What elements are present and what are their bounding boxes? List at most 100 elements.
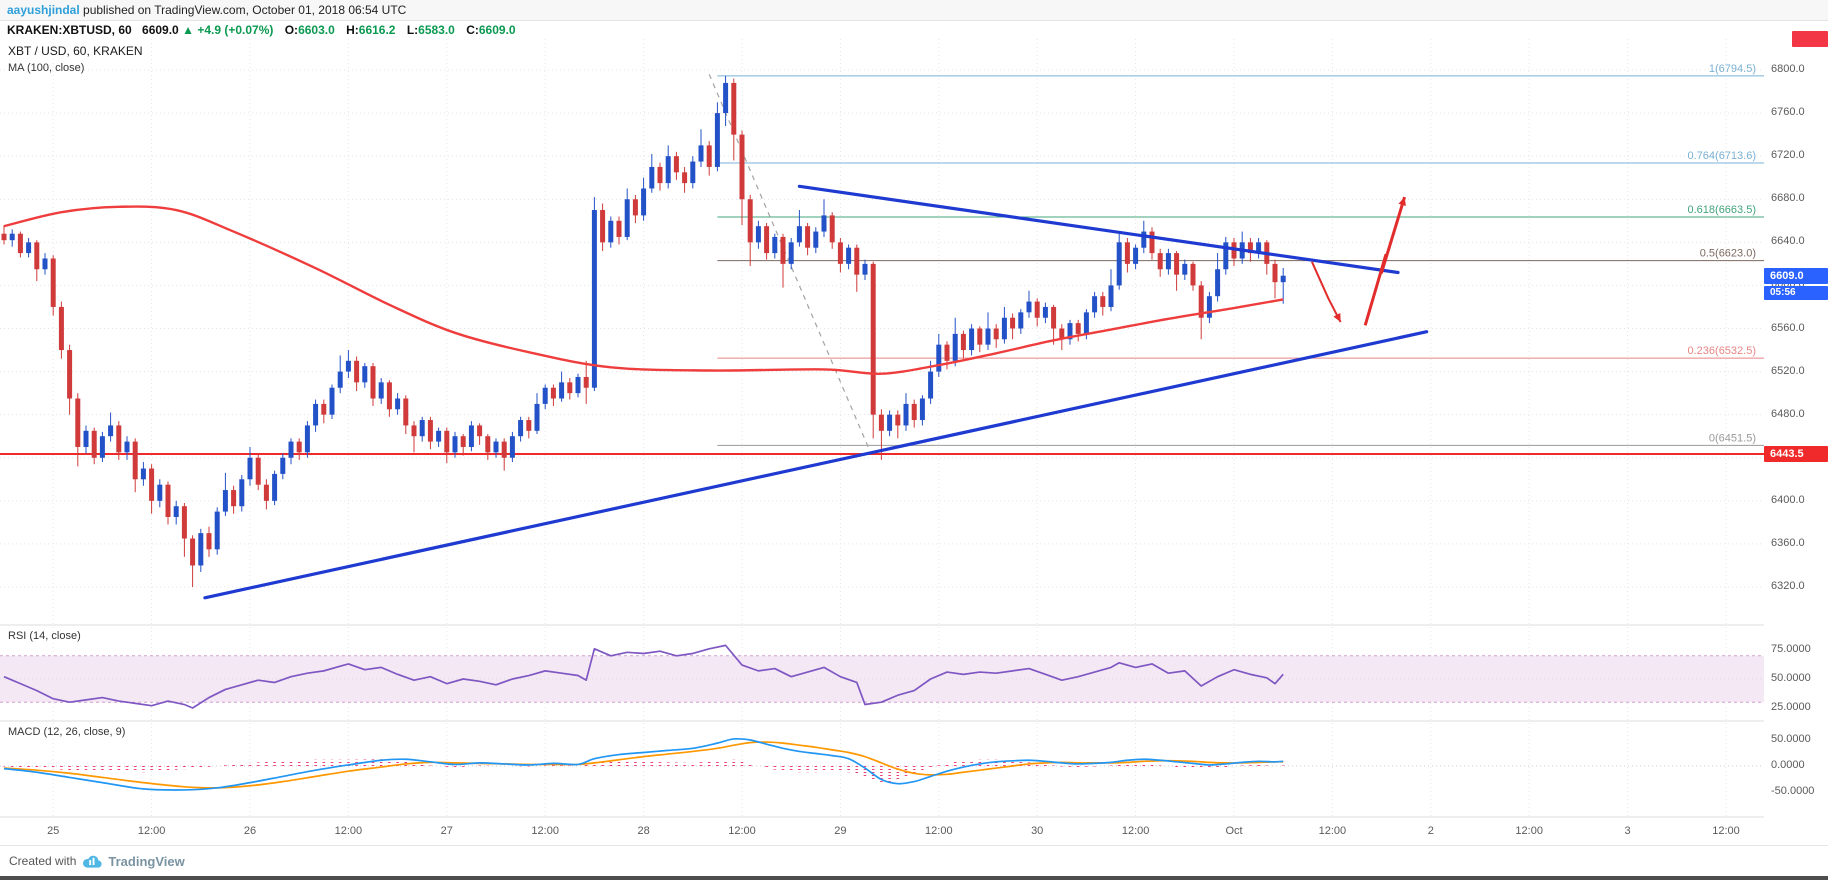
- candle-body: [600, 210, 606, 243]
- candle-body: [222, 490, 228, 512]
- fib-label: 0.618(6663.5): [1688, 204, 1757, 216]
- candle-body: [928, 371, 934, 399]
- candle-body: [821, 215, 827, 232]
- candle-body: [501, 441, 507, 458]
- candle-body: [1075, 323, 1081, 334]
- rsi-legend[interactable]: RSI (14, close): [8, 630, 81, 642]
- price-axis[interactable]: 6800.0 6760.0 6720.0 6680.0 6640.0 6600.0 6560…: [1764, 31, 1828, 845]
- candle-body: [665, 156, 671, 184]
- trendline[interactable]: [203, 330, 1429, 600]
- macd-signal-line[interactable]: [3, 741, 1284, 789]
- publish-bar: aayushjindal published on TradingView.co…: [0, 0, 1828, 21]
- candle-body: [550, 387, 556, 399]
- macd-line[interactable]: [3, 737, 1284, 791]
- candle-body: [583, 376, 589, 388]
- candle-body: [329, 387, 335, 415]
- chart-area[interactable]: 1(6794.5) 0.764(6713.6) 0.618(6663.5) 0.5(6…: [0, 31, 1828, 845]
- macd-tick: 50.0000: [1771, 733, 1811, 745]
- time-tick: Oct: [1225, 825, 1243, 837]
- symbol-bar: KRAKEN:XBTUSD, 60 6609.0 ▲ +4.9 (+0.07%)…: [0, 21, 1828, 39]
- candle-body: [1190, 263, 1196, 286]
- candle-body: [403, 398, 409, 426]
- price-change: +4.9 (+0.07%): [197, 23, 274, 37]
- candle-body: [419, 420, 425, 437]
- candle-body: [1256, 242, 1262, 254]
- author-link[interactable]: aayushjindal: [7, 3, 80, 17]
- candle-body: [190, 538, 196, 566]
- candle-body: [641, 188, 647, 216]
- drawn-arrow[interactable]: [1363, 196, 1406, 326]
- candle-body: [706, 145, 712, 167]
- candle-body: [632, 199, 638, 216]
- clipped-price-badge: [1792, 31, 1828, 47]
- candle-body: [485, 436, 491, 453]
- candle-body: [362, 366, 368, 383]
- candle-body: [567, 382, 573, 394]
- candle-body: [919, 398, 925, 421]
- symbol-name: KRAKEN:XBTUSD, 60: [7, 23, 132, 37]
- candle-body: [436, 430, 442, 442]
- candle-body: [1108, 285, 1114, 307]
- time-tick: 12:00: [1515, 825, 1543, 837]
- time-tick: 2: [1427, 825, 1434, 837]
- candle-body: [969, 328, 975, 351]
- candle-body: [460, 436, 466, 447]
- price-tick: 6640.0: [1771, 235, 1805, 248]
- candle-body: [714, 113, 720, 167]
- chart-canvas[interactable]: 1(6794.5) 0.764(6713.6) 0.618(6663.5) 0.5(6…: [0, 39, 1828, 845]
- candle-body: [780, 236, 786, 264]
- candle-body: [173, 506, 179, 517]
- macd-tick: 0.0000: [1771, 759, 1805, 771]
- candle-body: [50, 258, 56, 307]
- candle-body: [124, 441, 130, 453]
- macd-legend[interactable]: MACD (12, 26, close, 9): [8, 726, 126, 738]
- rsi-tick: 25.0000: [1771, 701, 1811, 713]
- candle-body: [132, 441, 138, 480]
- candle-body: [796, 226, 802, 243]
- candle-body: [140, 468, 146, 480]
- candle-body: [731, 82, 737, 135]
- tradingview-brand[interactable]: TradingView: [108, 853, 185, 869]
- ma100-line[interactable]: [3, 205, 1284, 375]
- publish-info: published on TradingView.com, October 01…: [79, 3, 407, 17]
- time-tick: 12:00: [137, 825, 166, 837]
- drawn-arrow[interactable]: [1310, 261, 1342, 323]
- candle-body: [936, 344, 942, 372]
- candle-body: [26, 242, 32, 254]
- candle-body: [682, 172, 688, 184]
- time-tick: 12:00: [334, 825, 363, 837]
- candle-body: [624, 199, 630, 237]
- rsi-line[interactable]: [3, 644, 1284, 709]
- open-value: 6603.0: [298, 23, 335, 37]
- candle-body: [952, 333, 958, 361]
- chart-legend-title[interactable]: XBT / USD, 60, KRAKEN: [8, 44, 143, 58]
- rsi-tick: 50.0000: [1771, 672, 1811, 684]
- candle-body: [206, 533, 212, 550]
- time-axis[interactable]: 25 12:00 26 12:00 27 12:00 28 12:00 29 12:00 30 12:…: [0, 817, 1764, 845]
- close-value: 6609.0: [478, 23, 516, 37]
- last-price-badge: 6609.0: [1764, 267, 1828, 284]
- price-tick: 6520.0: [1771, 364, 1805, 377]
- candle-body: [1165, 253, 1171, 270]
- tradingview-logo-icon: [82, 854, 102, 869]
- candle-body: [386, 382, 392, 410]
- price-tick: 6760.0: [1771, 106, 1805, 119]
- candle-body: [181, 506, 187, 539]
- candle-body: [977, 328, 983, 345]
- candle-body: [1157, 253, 1163, 270]
- candle-body: [1182, 263, 1188, 275]
- ma-legend[interactable]: MA (100, close): [8, 62, 85, 74]
- candle-body: [755, 226, 761, 243]
- price-tick: 6400.0: [1771, 493, 1805, 506]
- candle-body: [518, 420, 524, 437]
- candle-body: [591, 210, 597, 388]
- trendline[interactable]: [797, 184, 1400, 275]
- price-tick: 6800.0: [1771, 63, 1805, 75]
- candle-body: [321, 403, 327, 415]
- price-tick: 6720.0: [1771, 149, 1805, 162]
- candle-body: [657, 166, 663, 184]
- time-tick: 12:00: [531, 825, 559, 837]
- candle-body: [608, 220, 614, 243]
- time-tick: 12:00: [1318, 825, 1347, 837]
- candle-body: [509, 436, 515, 458]
